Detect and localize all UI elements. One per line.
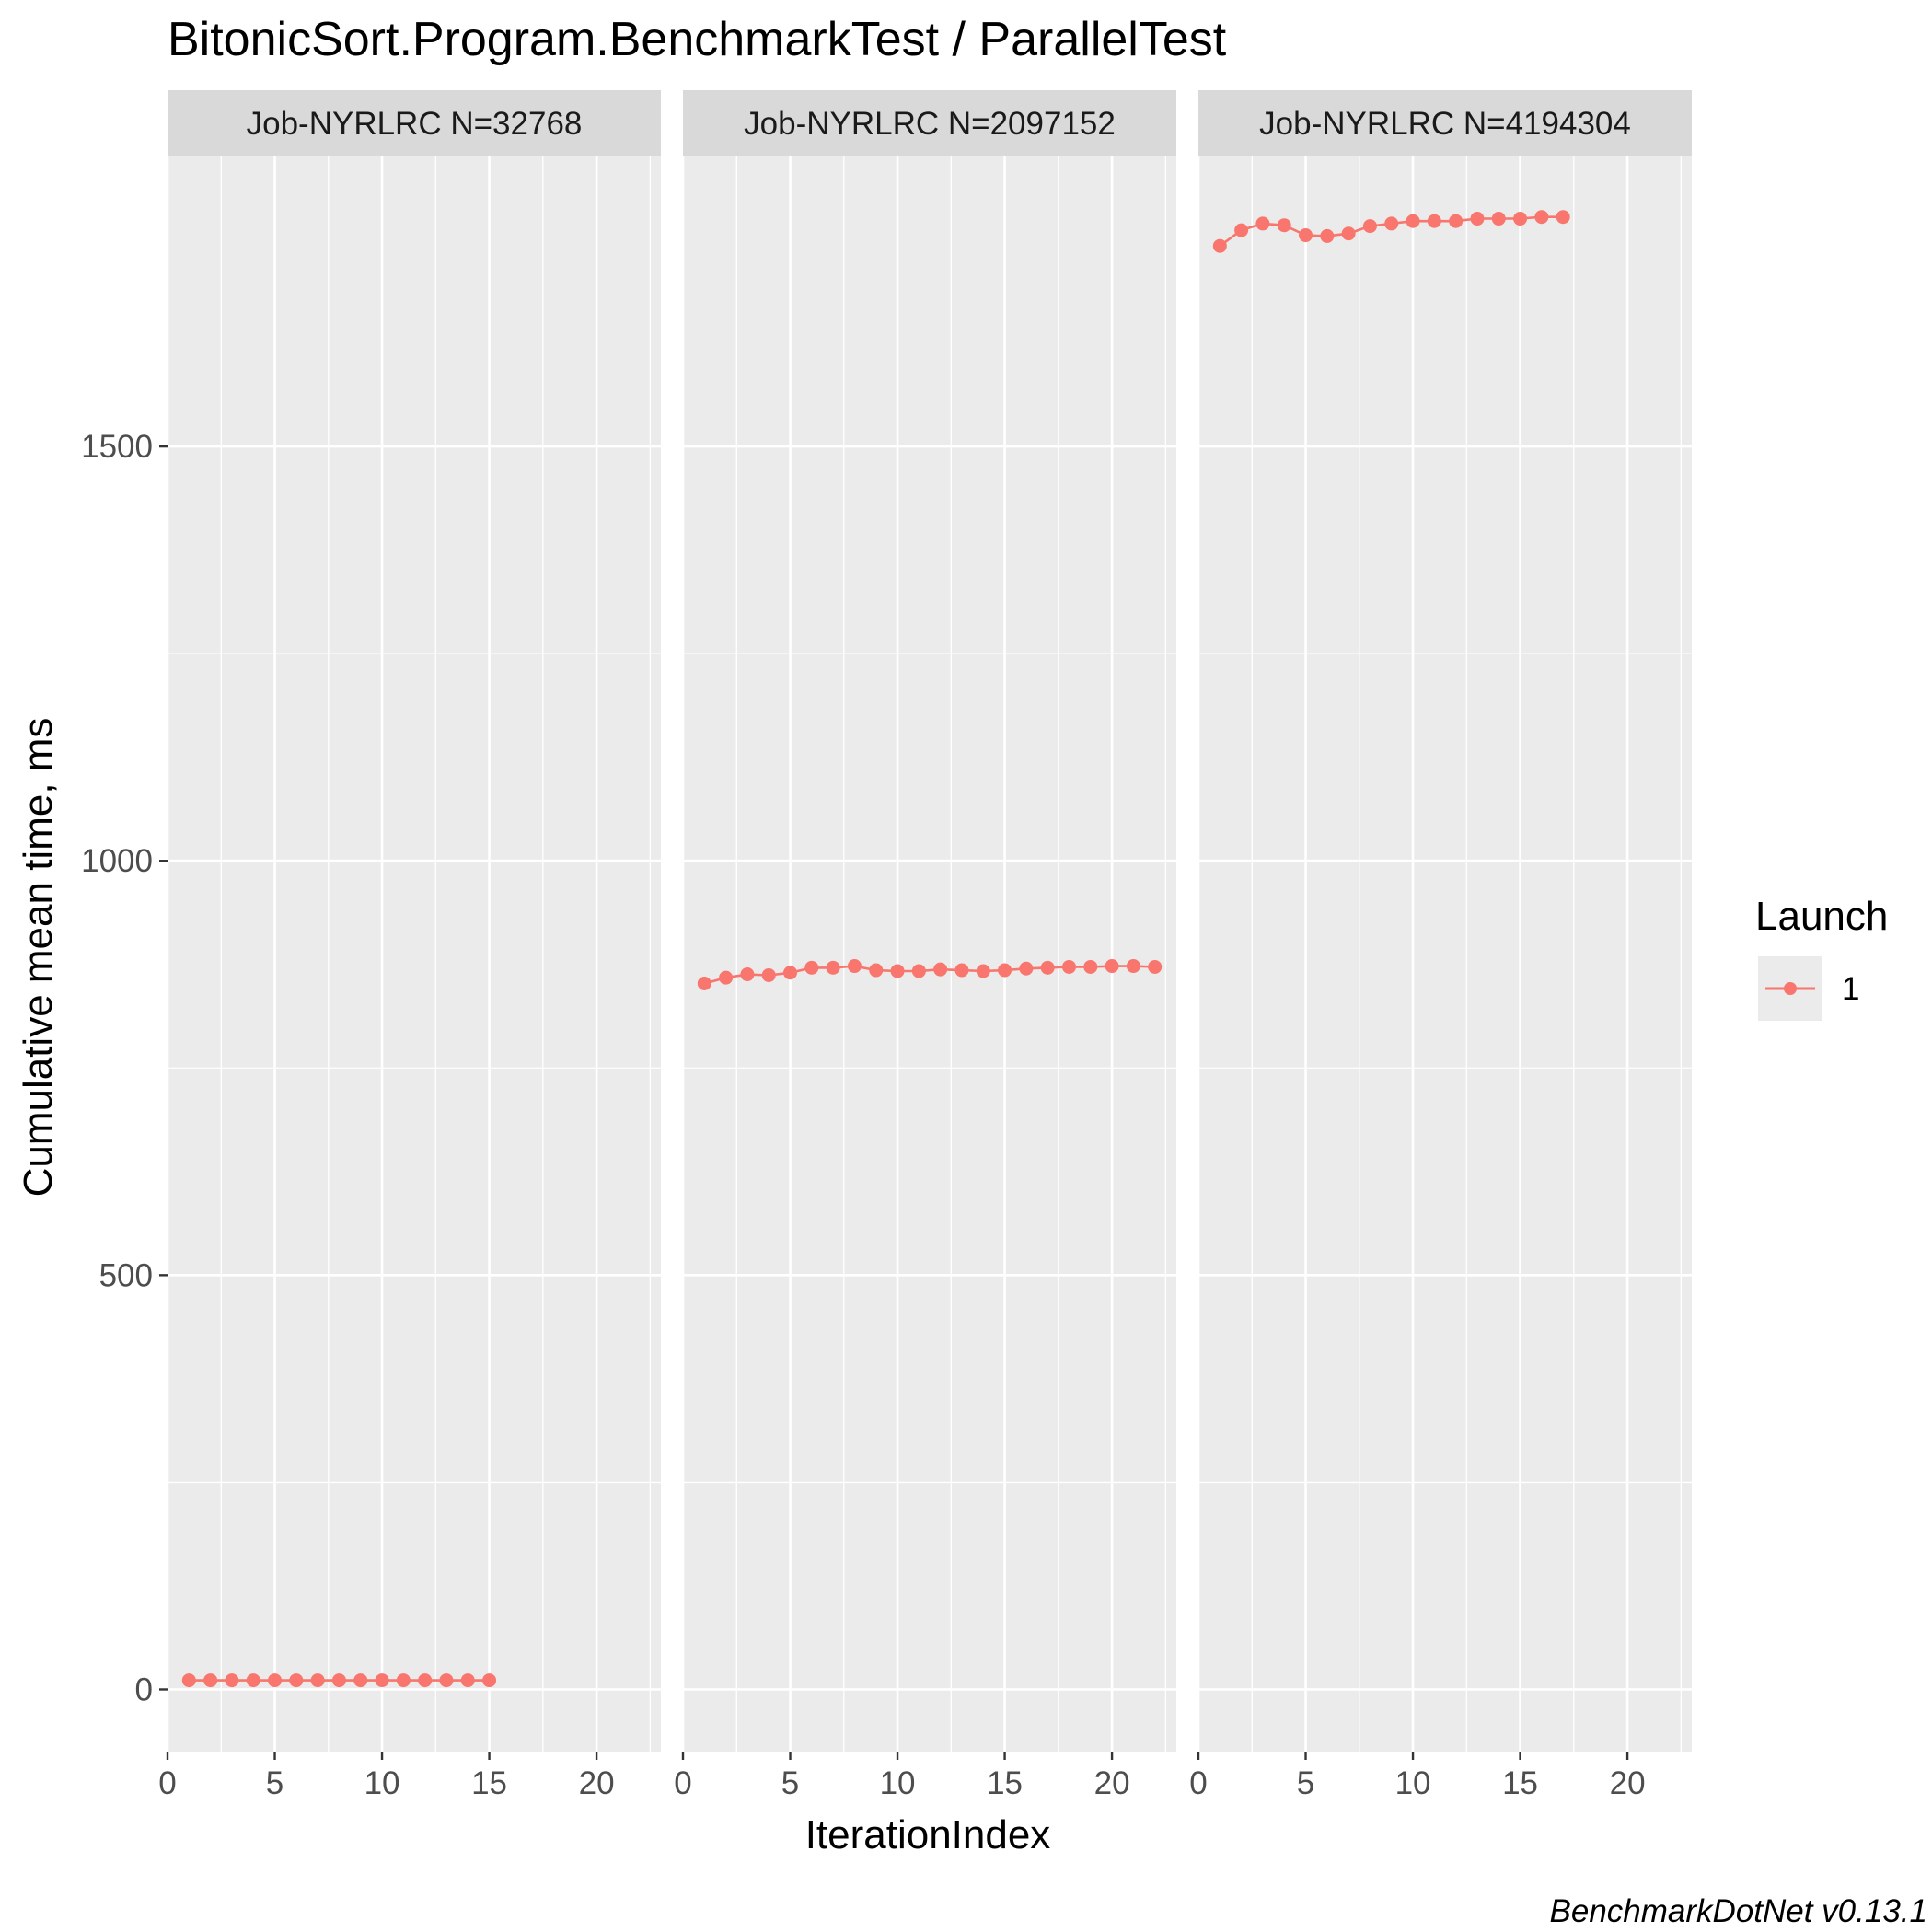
data-point: [1105, 959, 1119, 974]
data-point: [310, 1673, 325, 1688]
data-point: [1427, 214, 1441, 228]
data-point: [847, 959, 862, 974]
data-point: [1449, 214, 1463, 228]
data-point: [1470, 212, 1485, 226]
data-point: [331, 1673, 346, 1688]
data-point: [740, 967, 755, 982]
data-point: [890, 964, 905, 978]
data-point: [1040, 960, 1055, 975]
data-point: [375, 1673, 389, 1688]
x-tick-label: 15: [987, 1765, 1023, 1801]
facet-panel: Job-NYRLRC N=4194304 0 5 10 15 20: [1189, 90, 1692, 1801]
data-point: [1234, 223, 1249, 237]
data-point: [1126, 959, 1140, 974]
facet-strip: [168, 90, 661, 156]
x-tick-label: 5: [1297, 1765, 1314, 1801]
data-point: [289, 1673, 304, 1688]
data-point: [439, 1673, 454, 1688]
facet-strip: [683, 90, 1176, 156]
data-point: [246, 1673, 260, 1688]
data-point: [353, 1673, 368, 1688]
x-tick-label: 10: [880, 1765, 916, 1801]
data-point: [1556, 210, 1570, 225]
data-point: [1341, 226, 1356, 241]
y-axis-title: Cumulative mean time, ms: [16, 718, 61, 1197]
data-point: [1362, 219, 1377, 234]
x-tick-label: 20: [579, 1765, 615, 1801]
data-point: [1320, 228, 1335, 243]
data-point: [1019, 961, 1034, 976]
data-point: [1255, 216, 1270, 231]
y-tick-label: 1500: [81, 429, 153, 465]
x-tick-label: 20: [1610, 1765, 1646, 1801]
data-point: [1299, 228, 1313, 243]
x-tick-label: 5: [781, 1765, 799, 1801]
data-point: [911, 964, 926, 978]
x-tick-label: 0: [158, 1765, 176, 1801]
x-tick-label: 20: [1094, 1765, 1130, 1801]
facet-strip-label: Job-NYRLRC N=4194304: [1259, 106, 1631, 142]
series-line: [703, 965, 1155, 985]
data-point: [1513, 212, 1528, 226]
facet-strip: [1198, 90, 1692, 156]
x-tick-label: 5: [266, 1765, 283, 1801]
caption: BenchmarkDotNet v0.13.1: [1550, 1893, 1927, 1929]
facet-panel: Job-NYRLRC N=2097152 0 5 10 15 20: [674, 90, 1176, 1801]
x-axis-title: IterationIndex: [805, 1812, 1051, 1857]
data-point: [460, 1673, 475, 1688]
x-tick-label: 10: [1395, 1765, 1431, 1801]
data-point: [203, 1673, 218, 1688]
legend-key-point: [1784, 982, 1797, 995]
data-point: [826, 960, 840, 975]
panel-background: [168, 156, 661, 1752]
y-tick-label: 0: [135, 1672, 153, 1707]
data-point: [719, 970, 734, 985]
data-point: [761, 967, 776, 982]
data-point: [482, 1673, 497, 1688]
data-point: [396, 1673, 411, 1688]
y-tick-label: 500: [99, 1257, 153, 1293]
data-point: [1061, 959, 1076, 974]
data-point: [1534, 210, 1549, 225]
data-point: [1212, 238, 1227, 253]
panel-background: [683, 156, 1176, 1752]
data-point: [1148, 959, 1163, 974]
data-point: [1083, 959, 1098, 974]
x-tick-label: 15: [471, 1765, 507, 1801]
data-point: [933, 962, 948, 977]
data-point: [268, 1673, 283, 1688]
data-point: [697, 976, 711, 990]
data-point: [804, 960, 819, 975]
data-point: [1491, 212, 1506, 226]
data-point: [181, 1673, 196, 1688]
legend: Launch 1: [1755, 894, 1888, 1021]
x-tick-label: 0: [1189, 1765, 1207, 1801]
y-tick-label: 1000: [81, 843, 153, 879]
legend-entry-label: 1: [1842, 971, 1859, 1007]
data-point: [998, 963, 1012, 978]
data-point: [976, 964, 990, 978]
panel-background: [1198, 156, 1692, 1752]
legend-title: Launch: [1755, 894, 1888, 939]
x-tick-label: 0: [674, 1765, 691, 1801]
x-tick-label: 15: [1502, 1765, 1538, 1801]
chart-title: BitonicSort.Program.BenchmarkTest / Para…: [168, 13, 1227, 66]
facet-panel: Job-NYRLRC N=32768 0 5 10 15 20: [158, 90, 661, 1801]
data-point: [225, 1673, 239, 1688]
data-point: [783, 966, 798, 980]
data-point: [418, 1673, 433, 1688]
data-point: [954, 963, 969, 978]
data-point: [1406, 214, 1420, 228]
facet-strip-label: Job-NYRLRC N=32768: [247, 106, 583, 142]
facet-strip-label: Job-NYRLRC N=2097152: [744, 106, 1116, 142]
data-point: [869, 963, 884, 978]
data-point: [1277, 218, 1291, 233]
data-point: [1384, 216, 1399, 231]
x-tick-label: 10: [364, 1765, 400, 1801]
